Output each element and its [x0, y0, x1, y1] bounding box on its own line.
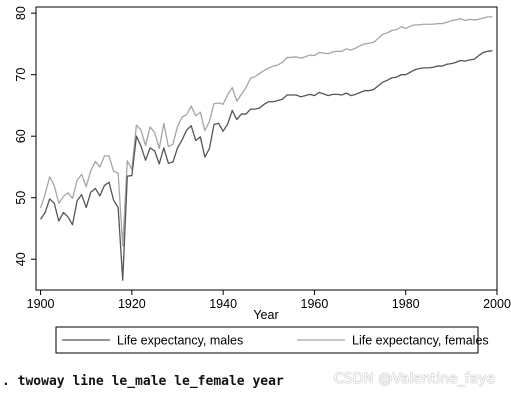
legend-label-0: Life expectancy, males: [117, 334, 243, 348]
series-line-1: [39, 16, 493, 247]
command-text: . twoway line le_male le_female year: [2, 374, 284, 389]
graph-window: 40 50 60 70 80 1900 1920 1940 1960 1980 2000 Year…: [0, 0, 511, 363]
legend-label-1: Life expectancy, females: [352, 334, 489, 348]
x-axis: 1900 1920 1940 1960 1980 2000: [27, 290, 511, 311]
line-chart: 40 50 60 70 80 1900 1920 1940 1960 1980 2000 Year…: [14, 6, 511, 354]
x-tick-label: 1980: [392, 297, 420, 311]
y-tick-label: 40: [14, 252, 28, 266]
y-tick-label: 70: [14, 68, 28, 82]
x-tick-label: 1900: [27, 297, 55, 311]
x-tick-label: 1960: [301, 297, 329, 311]
x-axis-title: Year: [253, 308, 278, 322]
x-tick-label: 1940: [209, 297, 237, 311]
x-tick-label: 1920: [118, 297, 146, 311]
legend-box: [55, 326, 479, 354]
y-tick-label: 80: [14, 6, 28, 20]
y-tick-label: 50: [14, 191, 28, 205]
series-group: [39, 16, 493, 281]
legend: Life expectancy, males Life expectancy, f…: [55, 326, 489, 354]
plot-region-border: [35, 6, 498, 291]
command-window: . twoway line le_male le_female year CSD…: [0, 362, 511, 400]
x-tick-label: 2000: [483, 297, 511, 311]
y-axis: 40 50 60 70 80: [14, 6, 36, 266]
watermark: CSDN @Valentine_faye: [333, 371, 495, 387]
y-tick-label: 60: [14, 129, 28, 143]
series-line-0: [40, 50, 493, 281]
